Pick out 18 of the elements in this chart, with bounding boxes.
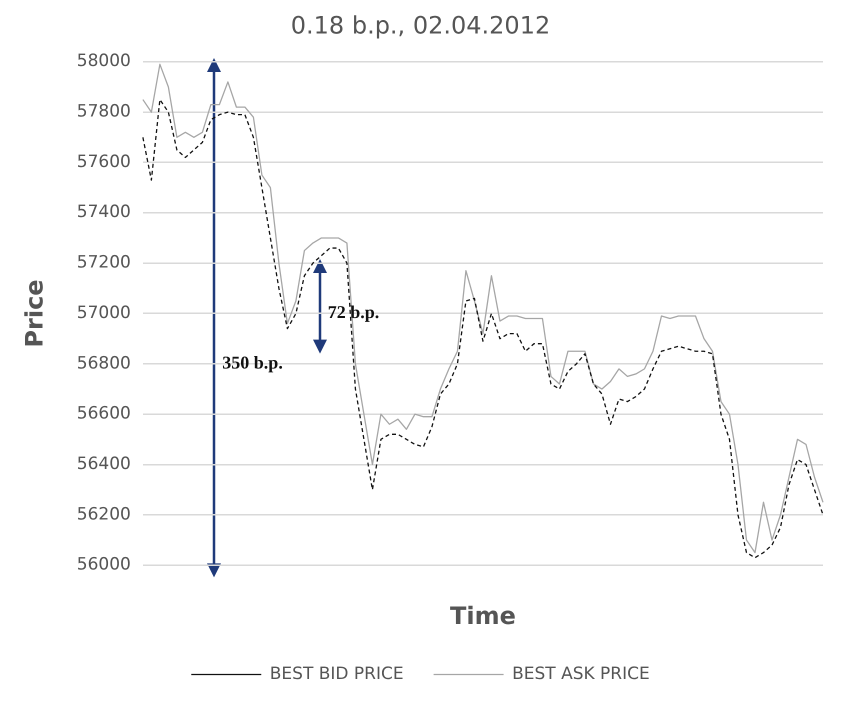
annotation: 350 b.p.	[222, 352, 283, 372]
y-tick-label: 56400	[76, 454, 131, 474]
x-axis-title: Time	[450, 602, 516, 630]
y-tick-label: 57200	[76, 252, 131, 273]
chart-title: 0.18 b.p., 02.04.2012	[290, 12, 550, 40]
y-tick-label: 57000	[76, 302, 131, 323]
y-tick-label: 57400	[76, 202, 131, 222]
y-tick-label: 56000	[76, 554, 131, 575]
y-tick-label: 56800	[76, 353, 131, 374]
y-tick-label: 57600	[76, 152, 131, 172]
y-tick-label: 56600	[76, 404, 131, 424]
y-tick-label: 56200	[76, 504, 131, 524]
legend-label: BEST ASK PRICE	[512, 664, 650, 684]
annotation: 72 b.p.	[328, 302, 380, 322]
y-tick-label: 58000	[76, 51, 131, 72]
y-tick-label: 57800	[76, 102, 131, 122]
y-axis-title: Price	[20, 279, 49, 348]
legend-label: BEST BID PRICE	[270, 664, 404, 684]
